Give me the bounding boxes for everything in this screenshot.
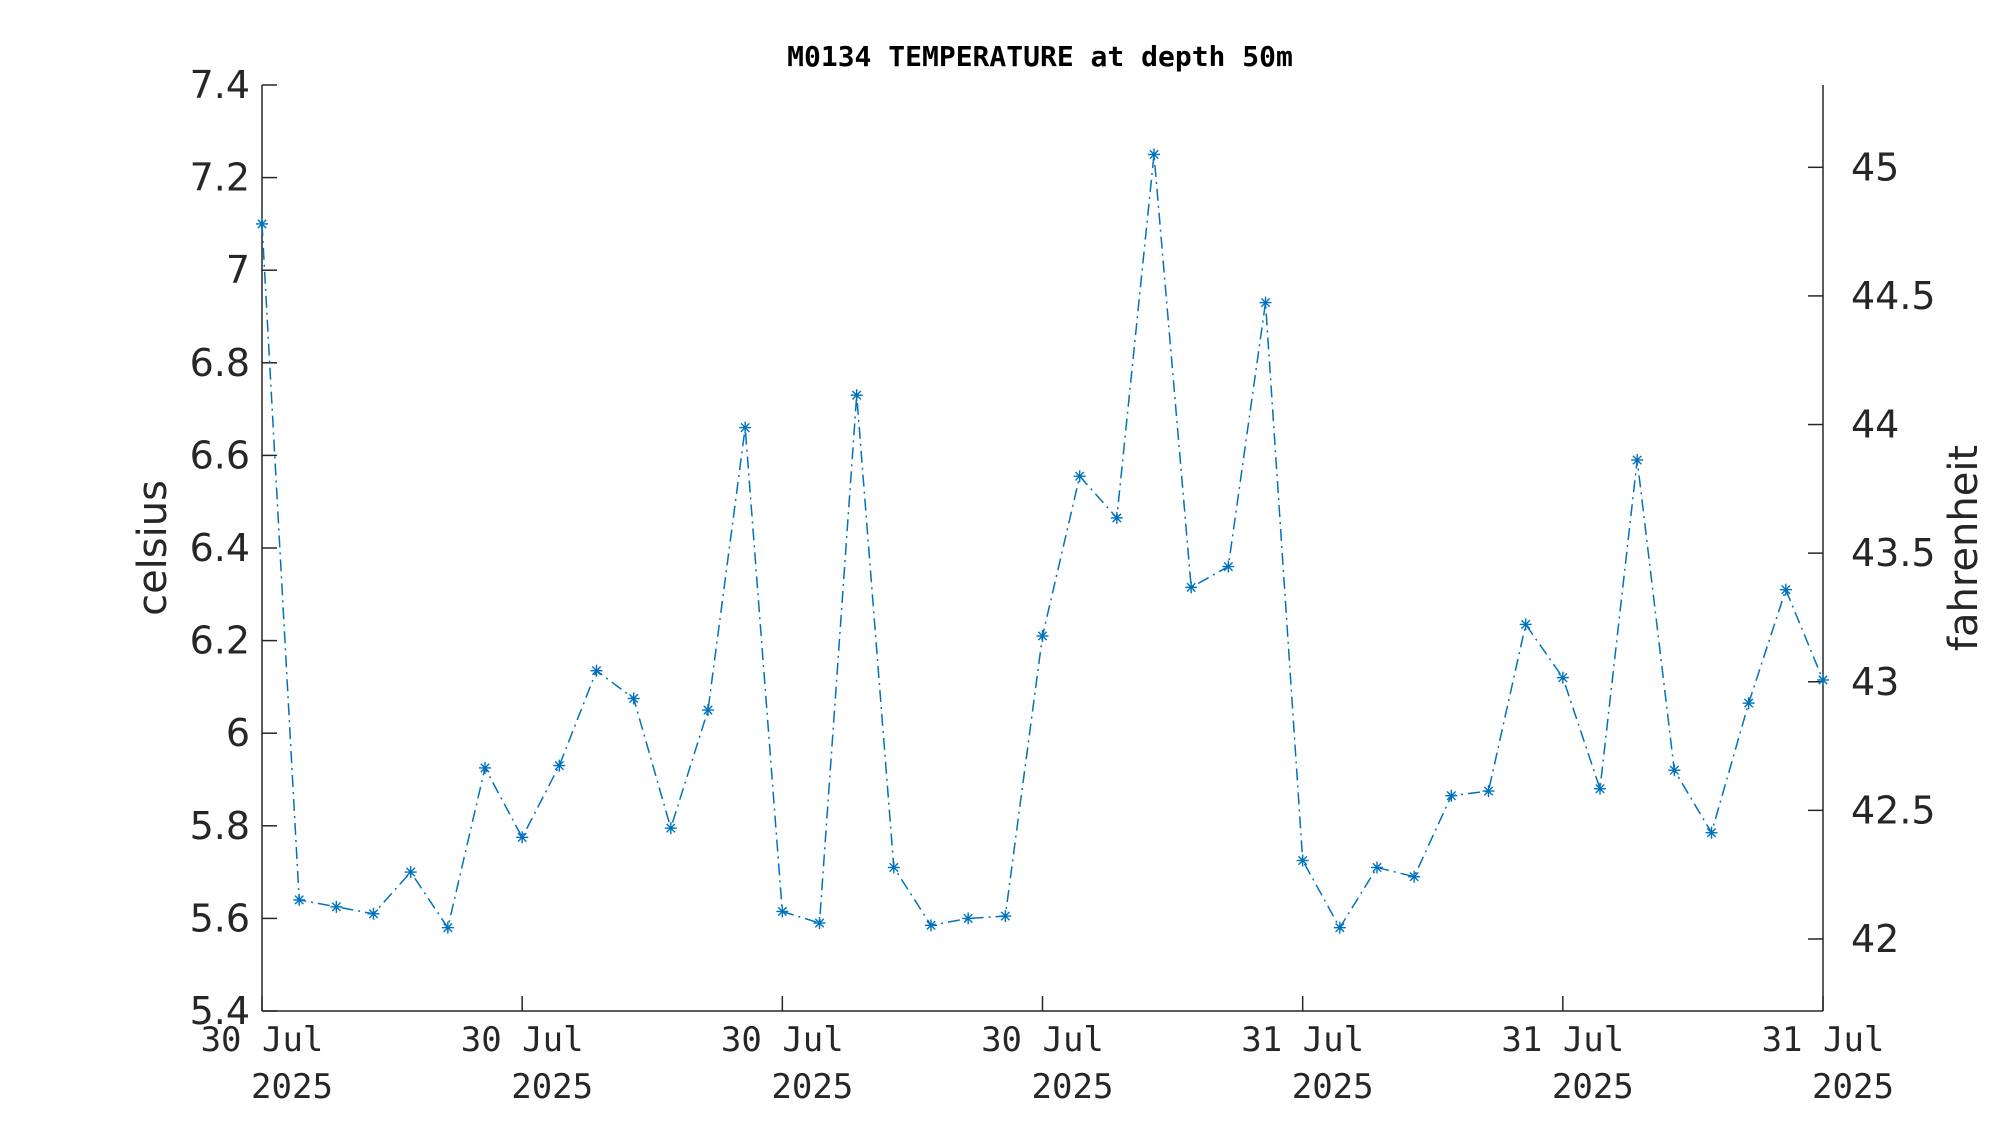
axes xyxy=(261,85,1824,1012)
data-point-marker xyxy=(739,421,752,434)
series-line xyxy=(261,154,1824,930)
data-point-marker xyxy=(664,822,677,835)
data-point-marker xyxy=(702,704,714,717)
data-point-marker xyxy=(1185,581,1198,594)
x-tick-label-date: 31 Jul xyxy=(1762,1020,1885,1060)
data-point-marker xyxy=(1742,697,1755,710)
data-point-marker xyxy=(1668,764,1681,777)
data-point-marker xyxy=(590,664,603,677)
data-point-marker xyxy=(1556,671,1569,684)
x-tick-label-year: 2025 xyxy=(771,1067,853,1107)
left-tick-label: 6.4 xyxy=(190,526,250,570)
right-y-ticks: 42 42.5 43 43.5 44 44.5 45 xyxy=(1808,145,1936,961)
data-point-marker xyxy=(887,861,900,874)
data-point-marker xyxy=(850,389,863,402)
data-point-marker xyxy=(441,921,454,934)
x-ticks: 30 Jul 2025 30 Jul 2025 30 Jul 2025 30 Jul 2025… xyxy=(201,996,1894,1107)
x-tick-label-year: 2025 xyxy=(511,1067,593,1107)
chart-title: M0134 TEMPERATURE at depth 50m xyxy=(787,40,1293,73)
data-point-marker xyxy=(1333,921,1346,934)
data-point-marker xyxy=(999,910,1012,923)
left-tick-label: 6.8 xyxy=(190,341,250,385)
data-point-marker xyxy=(1705,826,1718,839)
data-point-marker xyxy=(1036,629,1049,642)
data-point-marker xyxy=(962,912,975,925)
data-point-marker xyxy=(330,900,343,913)
data-point-marker xyxy=(1482,785,1495,798)
right-tick-label: 43.5 xyxy=(1851,531,1936,575)
data-point-marker xyxy=(1296,854,1309,867)
data-point-marker xyxy=(293,893,306,906)
right-tick-label: 43 xyxy=(1851,660,1899,704)
data-point-marker xyxy=(1519,618,1532,631)
data-point-marker xyxy=(776,905,789,918)
left-tick-label: 7.4 xyxy=(190,63,250,107)
left-y-ticks: 5.4 5.6 5.8 6 6.2 6.4 6.6 6.8 7 7.2 7.4 xyxy=(190,63,277,1033)
y-axis-label-left: celsius xyxy=(130,480,176,616)
x-tick-label-date: 30 Jul xyxy=(201,1020,324,1060)
data-point-marker xyxy=(1631,454,1644,467)
data-point-marker xyxy=(925,919,937,932)
x-tick-label-year: 2025 xyxy=(251,1067,333,1107)
left-tick-label: 5.6 xyxy=(190,896,250,940)
left-tick-label: 6.6 xyxy=(190,433,250,477)
data-point-marker xyxy=(1073,470,1086,483)
data-point-marker xyxy=(479,761,491,774)
data-point-marker xyxy=(1817,673,1829,686)
data-point-marker xyxy=(1445,789,1458,802)
x-tick-label-year: 2025 xyxy=(1552,1067,1634,1107)
data-point-marker xyxy=(1408,870,1421,883)
data-point-marker xyxy=(1110,511,1123,524)
y-axis-label-right: fahrenheit xyxy=(1941,445,1987,651)
data-point-marker xyxy=(1222,560,1235,573)
x-tick-label-year: 2025 xyxy=(1812,1067,1894,1107)
left-tick-label: 6 xyxy=(226,711,250,755)
data-point-marker xyxy=(1371,861,1383,874)
right-tick-label: 44 xyxy=(1851,403,1899,447)
data-point-marker xyxy=(516,831,529,844)
data-point-marker xyxy=(404,866,417,879)
left-tick-label: 7.2 xyxy=(190,156,250,200)
data-point-marker xyxy=(1148,148,1160,161)
right-tick-label: 42.5 xyxy=(1851,788,1936,832)
data-point-marker xyxy=(367,907,380,920)
right-tick-label: 45 xyxy=(1851,145,1899,189)
right-tick-label: 42 xyxy=(1851,917,1899,961)
x-tick-label-date: 30 Jul xyxy=(721,1020,844,1060)
left-tick-label: 7 xyxy=(226,248,250,292)
data-point-marker xyxy=(813,917,826,930)
data-point-marker xyxy=(1779,583,1792,596)
left-tick-label: 5.4 xyxy=(190,989,250,1033)
x-tick-label-date: 30 Jul xyxy=(981,1020,1104,1060)
left-tick-label: 5.8 xyxy=(190,804,250,848)
data-point-marker xyxy=(256,217,268,230)
data-point-marker xyxy=(553,759,566,772)
data-point-marker xyxy=(1259,296,1272,309)
x-tick-label-date: 30 Jul xyxy=(461,1020,584,1060)
x-tick-label-year: 2025 xyxy=(1292,1067,1374,1107)
x-tick-label-date: 31 Jul xyxy=(1501,1020,1624,1060)
right-tick-label: 44.5 xyxy=(1851,274,1936,318)
data-series xyxy=(256,148,1829,934)
x-tick-label-date: 31 Jul xyxy=(1241,1020,1364,1060)
left-tick-label: 6.2 xyxy=(190,619,250,663)
data-point-marker xyxy=(1594,782,1606,795)
x-tick-label-year: 2025 xyxy=(1032,1067,1114,1107)
data-point-marker xyxy=(627,692,640,705)
